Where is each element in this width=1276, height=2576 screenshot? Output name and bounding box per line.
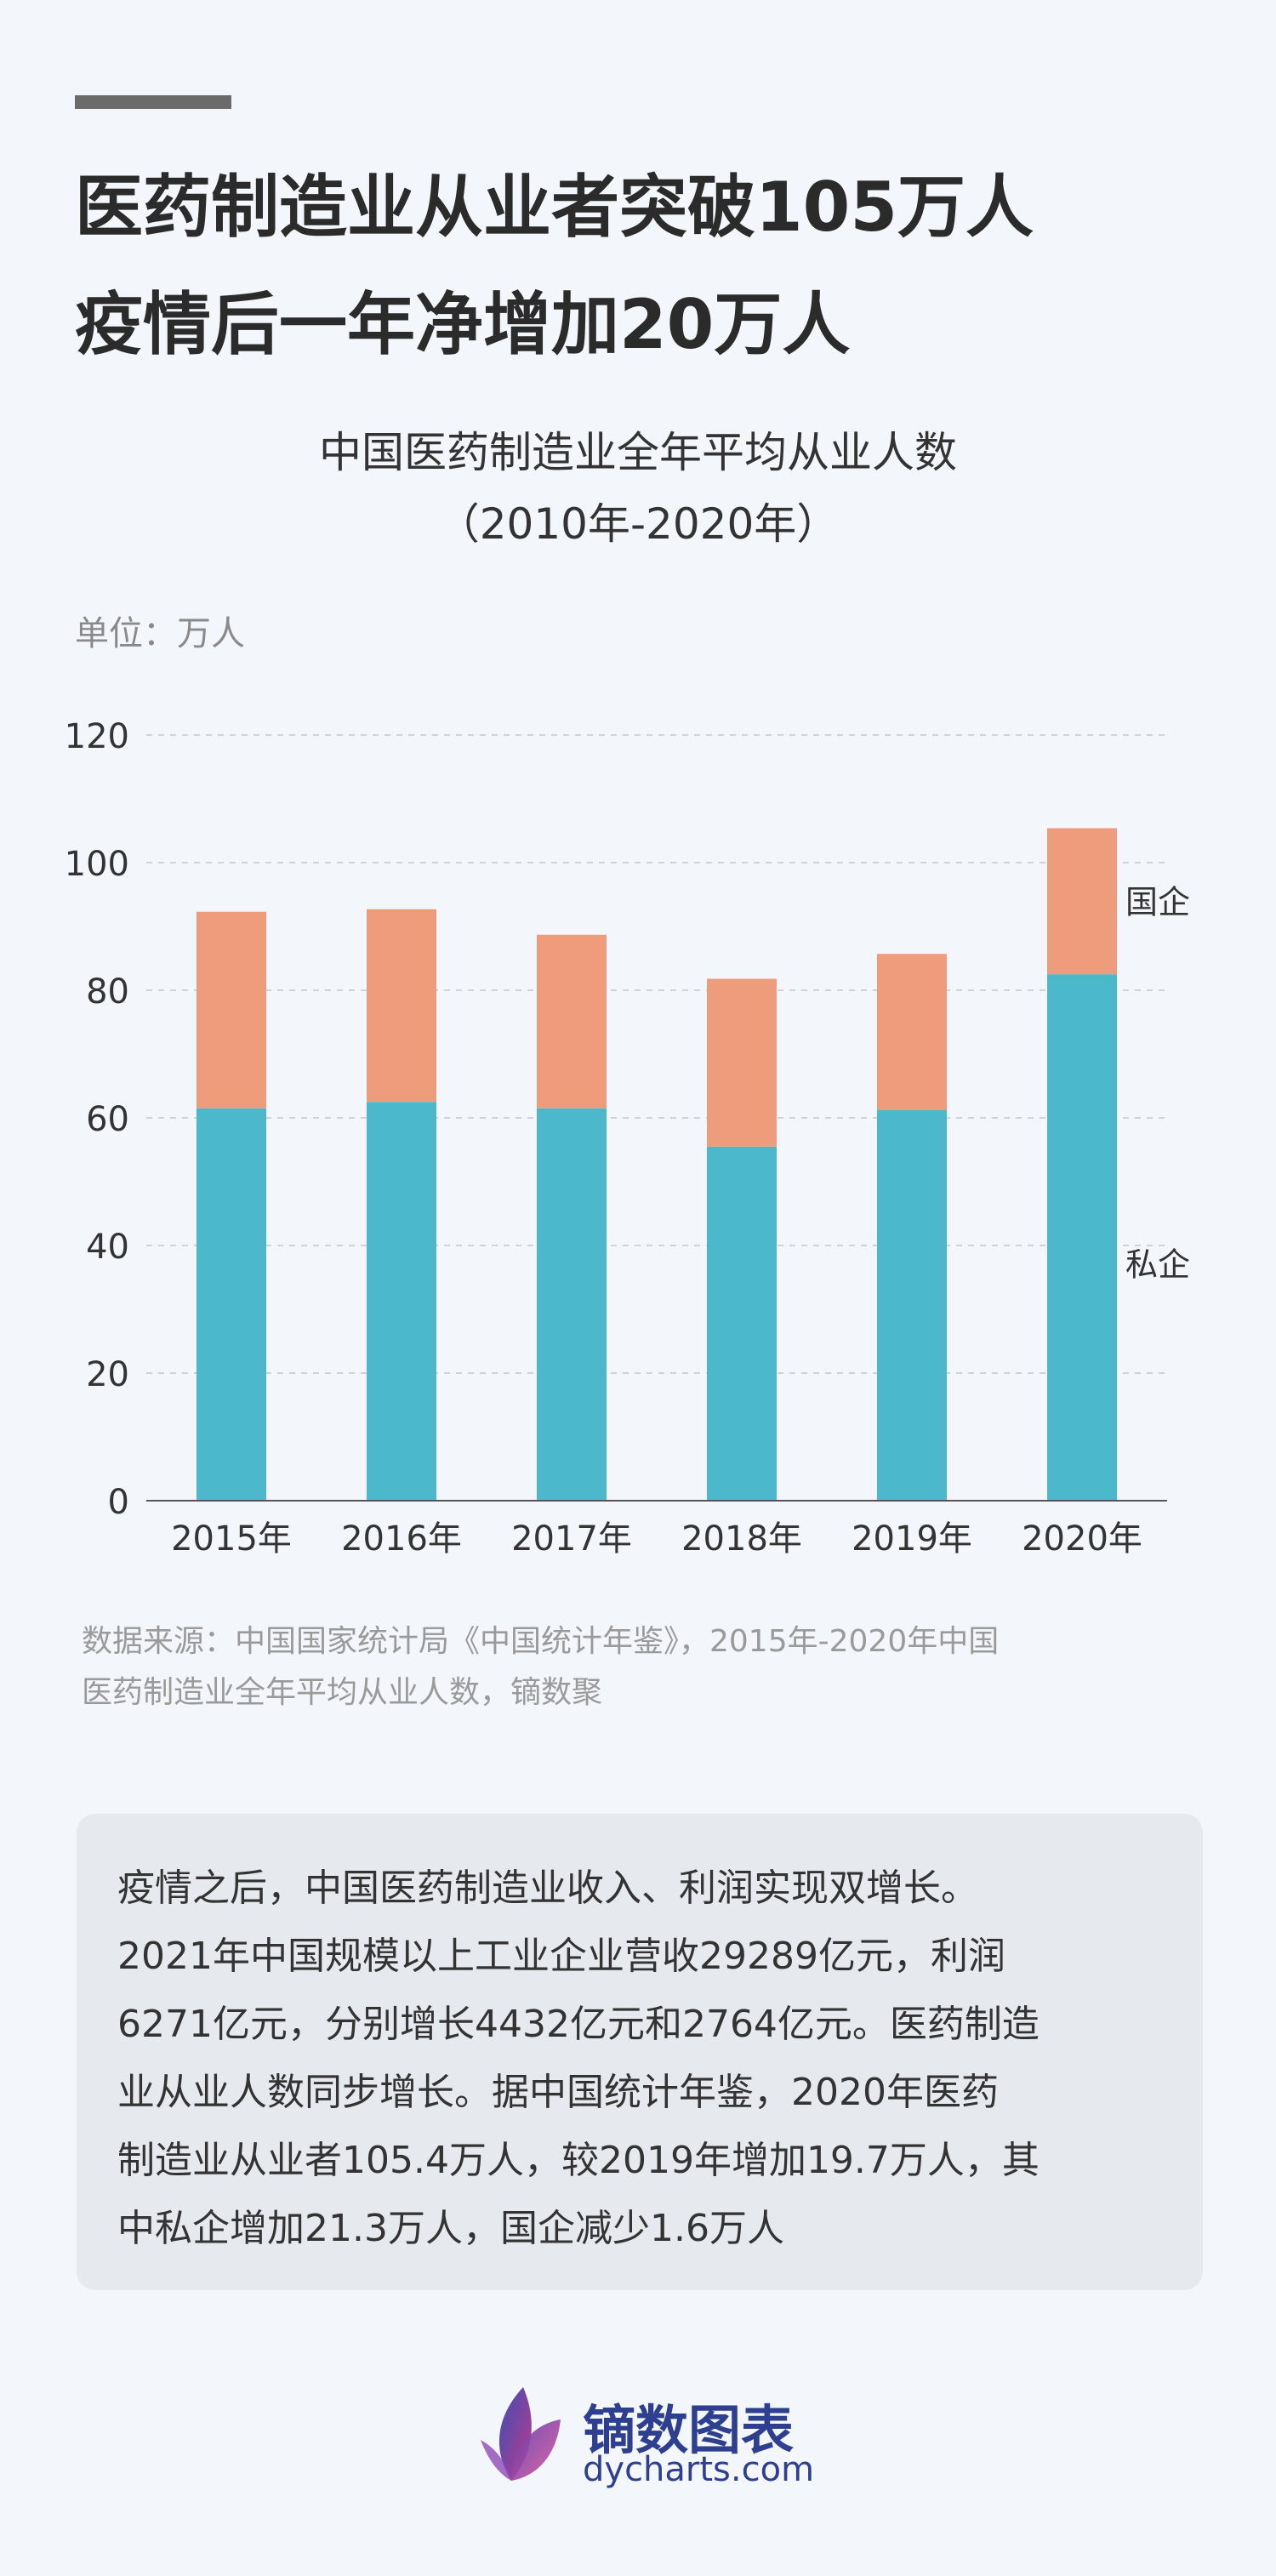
- chart-title-line-1: 中国医药制造业全年平均从业人数: [319, 428, 957, 477]
- summary-line: 制造业从业者105.4万人，较2019年增加19.7万人，其: [117, 2139, 1040, 2182]
- bar-private-2017年: [537, 1108, 607, 1501]
- brand-url: dycharts.com: [583, 2450, 815, 2489]
- brand-name: 镝数图表: [583, 2399, 795, 2461]
- summary-line: 疫情之后，中国医药制造业收入、利润实现双增长。: [117, 1866, 978, 1910]
- bar-state-2019年: [877, 954, 947, 1110]
- bar-state-2015年: [197, 911, 266, 1108]
- headline-line-1: 医药制造业从业者突破105万人: [75, 168, 1034, 247]
- source-line-2: 医药制造业全年平均从业人数，镝数聚: [82, 1675, 603, 1710]
- x-tick-label: 2020年: [1022, 1519, 1142, 1559]
- x-tick-label: 2017年: [511, 1519, 632, 1559]
- summary-line: 6271亿元，分别增长4432亿元和2764亿元。医药制造: [117, 2003, 1040, 2046]
- y-tick-label: 100: [65, 845, 129, 884]
- petal-logo-icon: [481, 2387, 561, 2481]
- bar-private-2018年: [707, 1146, 777, 1501]
- summary-text: 疫情之后，中国医药制造业收入、利润实现双增长。 2021年中国规模以上工业企业营收…: [117, 1855, 1162, 2263]
- y-tick-label: 20: [86, 1355, 129, 1394]
- summary-line: 中私企增加21.3万人，国企减少1.6万人: [117, 2207, 784, 2250]
- chart-title-line-2: （2010年-2020年）: [436, 499, 840, 549]
- series-label: 私企: [1125, 1246, 1190, 1284]
- y-tick-label: 60: [86, 1100, 129, 1139]
- bar-private-2020年: [1047, 974, 1117, 1501]
- brand-logo: 镝数图表 dycharts.com: [472, 2380, 829, 2499]
- summary-line: 业从业人数同步增长。据中国统计年鉴，2020年医药: [117, 2071, 999, 2114]
- bar-state-2020年: [1047, 828, 1117, 975]
- x-tick-label: 2015年: [171, 1519, 292, 1559]
- source-line-1: 数据来源：中国国家统计局《中国统计年鉴》，2015年-2020年中国: [82, 1624, 1000, 1659]
- bar-private-2016年: [367, 1102, 436, 1501]
- stacked-bar-chart: 0 20 40 60 80 100 120 2015年 2016年 2017年 2018年 2019年…: [65, 717, 1190, 1559]
- source-note: 数据来源：中国国家统计局《中国统计年鉴》，2015年-2020年中国 医药制造业…: [82, 1616, 1213, 1718]
- bar-private-2019年: [877, 1110, 947, 1501]
- y-tick-label: 0: [108, 1483, 129, 1522]
- bar-state-2016年: [367, 909, 436, 1103]
- y-tick-label: 120: [65, 717, 129, 756]
- headline-line-2: 疫情后一年净增加20万人: [75, 285, 851, 364]
- y-tick-label: 40: [86, 1228, 129, 1267]
- accent-bar: [75, 95, 231, 109]
- x-tick-label: 2019年: [852, 1519, 972, 1559]
- unit-label: 单位：万人: [75, 614, 245, 653]
- x-tick-label: 2018年: [681, 1519, 802, 1559]
- chart-title: 中国医药制造业全年平均从业人数 （2010年-2020年）: [0, 417, 1276, 560]
- summary-box: 疫情之后，中国医药制造业收入、利润实现双增长。 2021年中国规模以上工业企业营收…: [77, 1814, 1203, 2290]
- x-tick-label: 2016年: [341, 1519, 462, 1559]
- bar-state-2018年: [707, 978, 777, 1147]
- bar-state-2017年: [537, 934, 607, 1108]
- headline: 医药制造业从业者突破105万人 疫情后一年净增加20万人: [75, 149, 1215, 384]
- summary-line: 2021年中国规模以上工业企业营收29289亿元，利润: [117, 1935, 1005, 1978]
- bar-private-2015年: [197, 1108, 266, 1501]
- y-tick-label: 80: [86, 972, 129, 1012]
- series-label: 国企: [1125, 883, 1190, 920]
